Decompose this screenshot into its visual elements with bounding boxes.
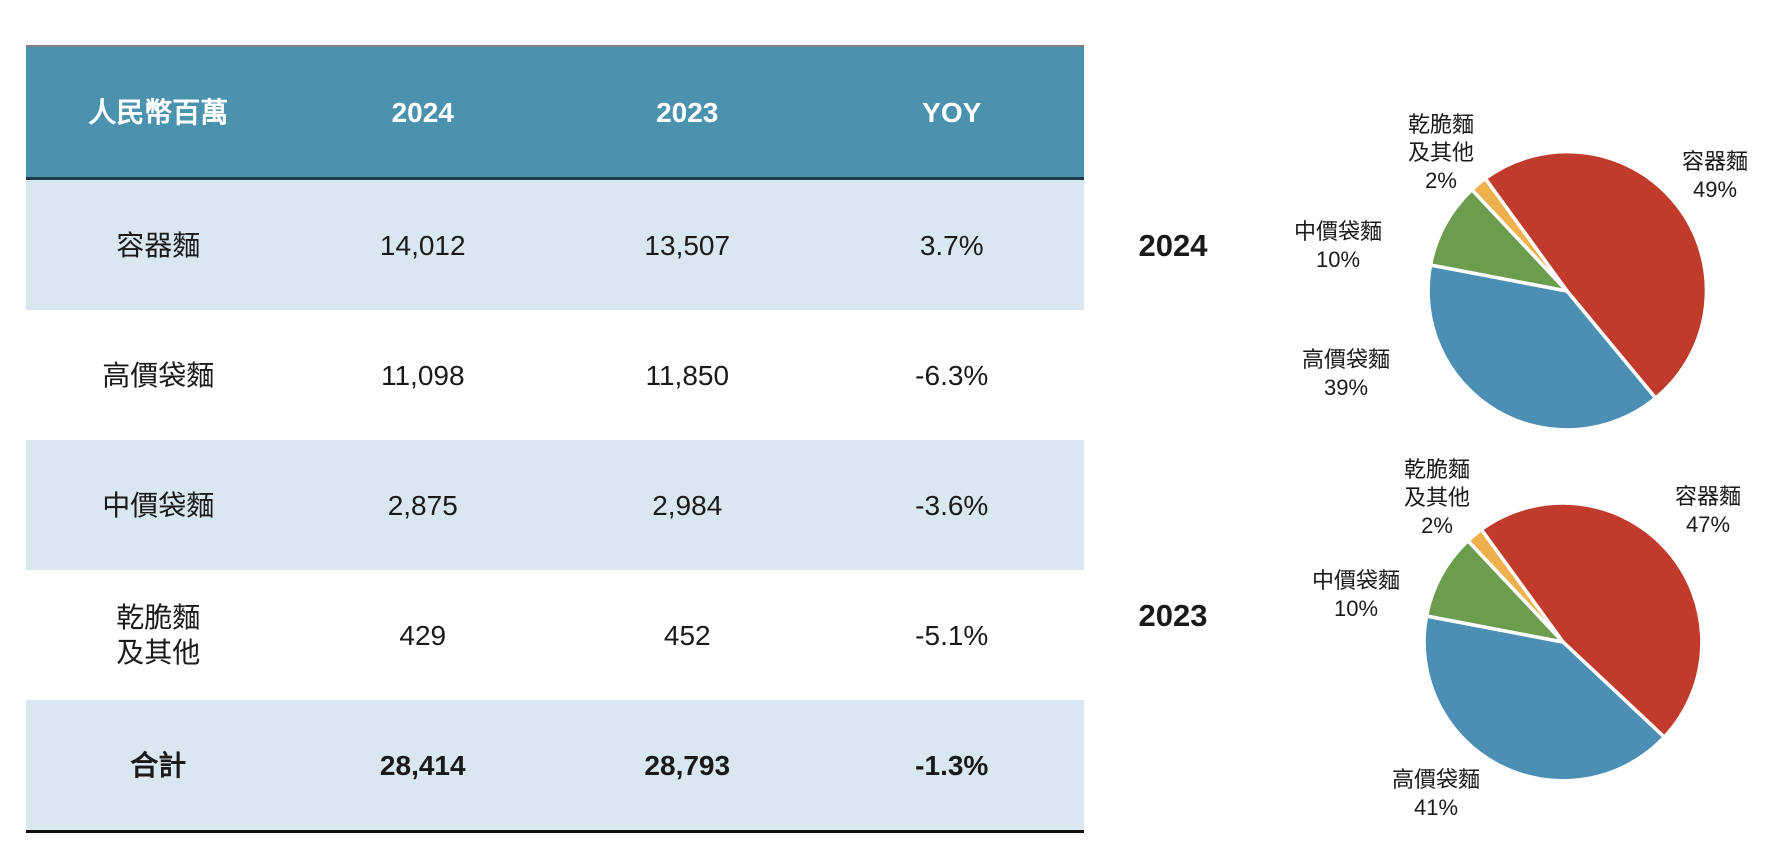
value-yoy: -5.1%	[915, 619, 989, 651]
pie-2024-label-crispy: 乾脆麵 及其他 2%	[1407, 112, 1474, 193]
pie-2024-slice-container	[1483, 149, 1709, 400]
value-yoy: -3.6%	[915, 489, 989, 521]
pie-2023-label-container: 容器麵 47%	[1674, 484, 1741, 537]
revenue-table: 人民幣百萬 2024 2023 YOY 容器麵 14,012 13,507 3.…	[26, 45, 1084, 833]
column-header-2024: 2024	[391, 96, 454, 128]
column-header-yoy: YOY	[922, 96, 982, 128]
value-2024: 429	[399, 619, 447, 651]
value-2024: 14,012	[379, 229, 466, 261]
value-2023: 13,507	[644, 229, 731, 261]
table-top-border	[26, 45, 1084, 47]
value-2023: 11,850	[645, 359, 730, 391]
pie-2023-slice-container	[1479, 501, 1704, 739]
column-header-currency: 人民幣百萬	[88, 96, 229, 128]
row-label: 中價袋麵	[102, 489, 215, 521]
value-2023: 2,984	[652, 489, 723, 521]
row-label: 容器麵	[116, 229, 201, 261]
value-2024: 2,875	[387, 489, 458, 521]
pie-2023-label-mid: 中價袋麵 10%	[1311, 568, 1400, 621]
row-label: 乾脆麵 及其他	[116, 602, 201, 668]
table-total-row: 合計 28,414 28,793 -1.3%	[26, 700, 1084, 833]
pie-chart-2024	[1426, 149, 1709, 432]
pie-2023-slice-crispy	[1466, 527, 1565, 644]
column-header-2023: 2023	[656, 96, 719, 128]
value-2024: 28,414	[379, 749, 466, 781]
pie-2023-slice-high	[1422, 614, 1667, 783]
pie-2023-title: 2023	[1138, 598, 1208, 633]
pie-2024-label-container: 容器麵 49%	[1681, 149, 1748, 202]
table-header-row: 人民幣百萬 2024 2023 YOY	[26, 47, 1084, 180]
pie-2024-slice-high	[1426, 263, 1658, 432]
table-row: 高價袋麵 11,098 11,850 -6.3%	[26, 310, 1084, 440]
row-label: 合計	[130, 749, 187, 781]
table-row: 中價袋麵 2,875 2,984 -3.6%	[26, 440, 1084, 570]
pie-2024-label-high: 高價袋麵 39%	[1301, 347, 1390, 400]
value-2024: 11,098	[380, 359, 465, 391]
pie-chart-2023	[1422, 501, 1704, 783]
row-label: 高價袋麵	[102, 359, 215, 391]
table-row: 乾脆麵 及其他 429 452 -5.1%	[26, 570, 1084, 700]
pie-2024-label-mid: 中價袋麵 10%	[1293, 219, 1382, 272]
value-yoy: 3.7%	[919, 229, 984, 261]
pie-2024-title: 2024	[1138, 228, 1208, 263]
pie-2024-slice-crispy	[1470, 176, 1569, 293]
table-row: 容器麵 14,012 13,507 3.7%	[26, 180, 1084, 310]
value-2023: 28,793	[644, 749, 731, 781]
value-2023: 452	[663, 619, 711, 651]
value-yoy: -1.3%	[915, 749, 989, 781]
pie-2023-label-crispy: 乾脆麵 及其他 2%	[1403, 457, 1470, 538]
value-yoy: -6.3%	[915, 359, 989, 391]
pie-2023-label-high: 高價袋麵 41%	[1391, 767, 1480, 820]
